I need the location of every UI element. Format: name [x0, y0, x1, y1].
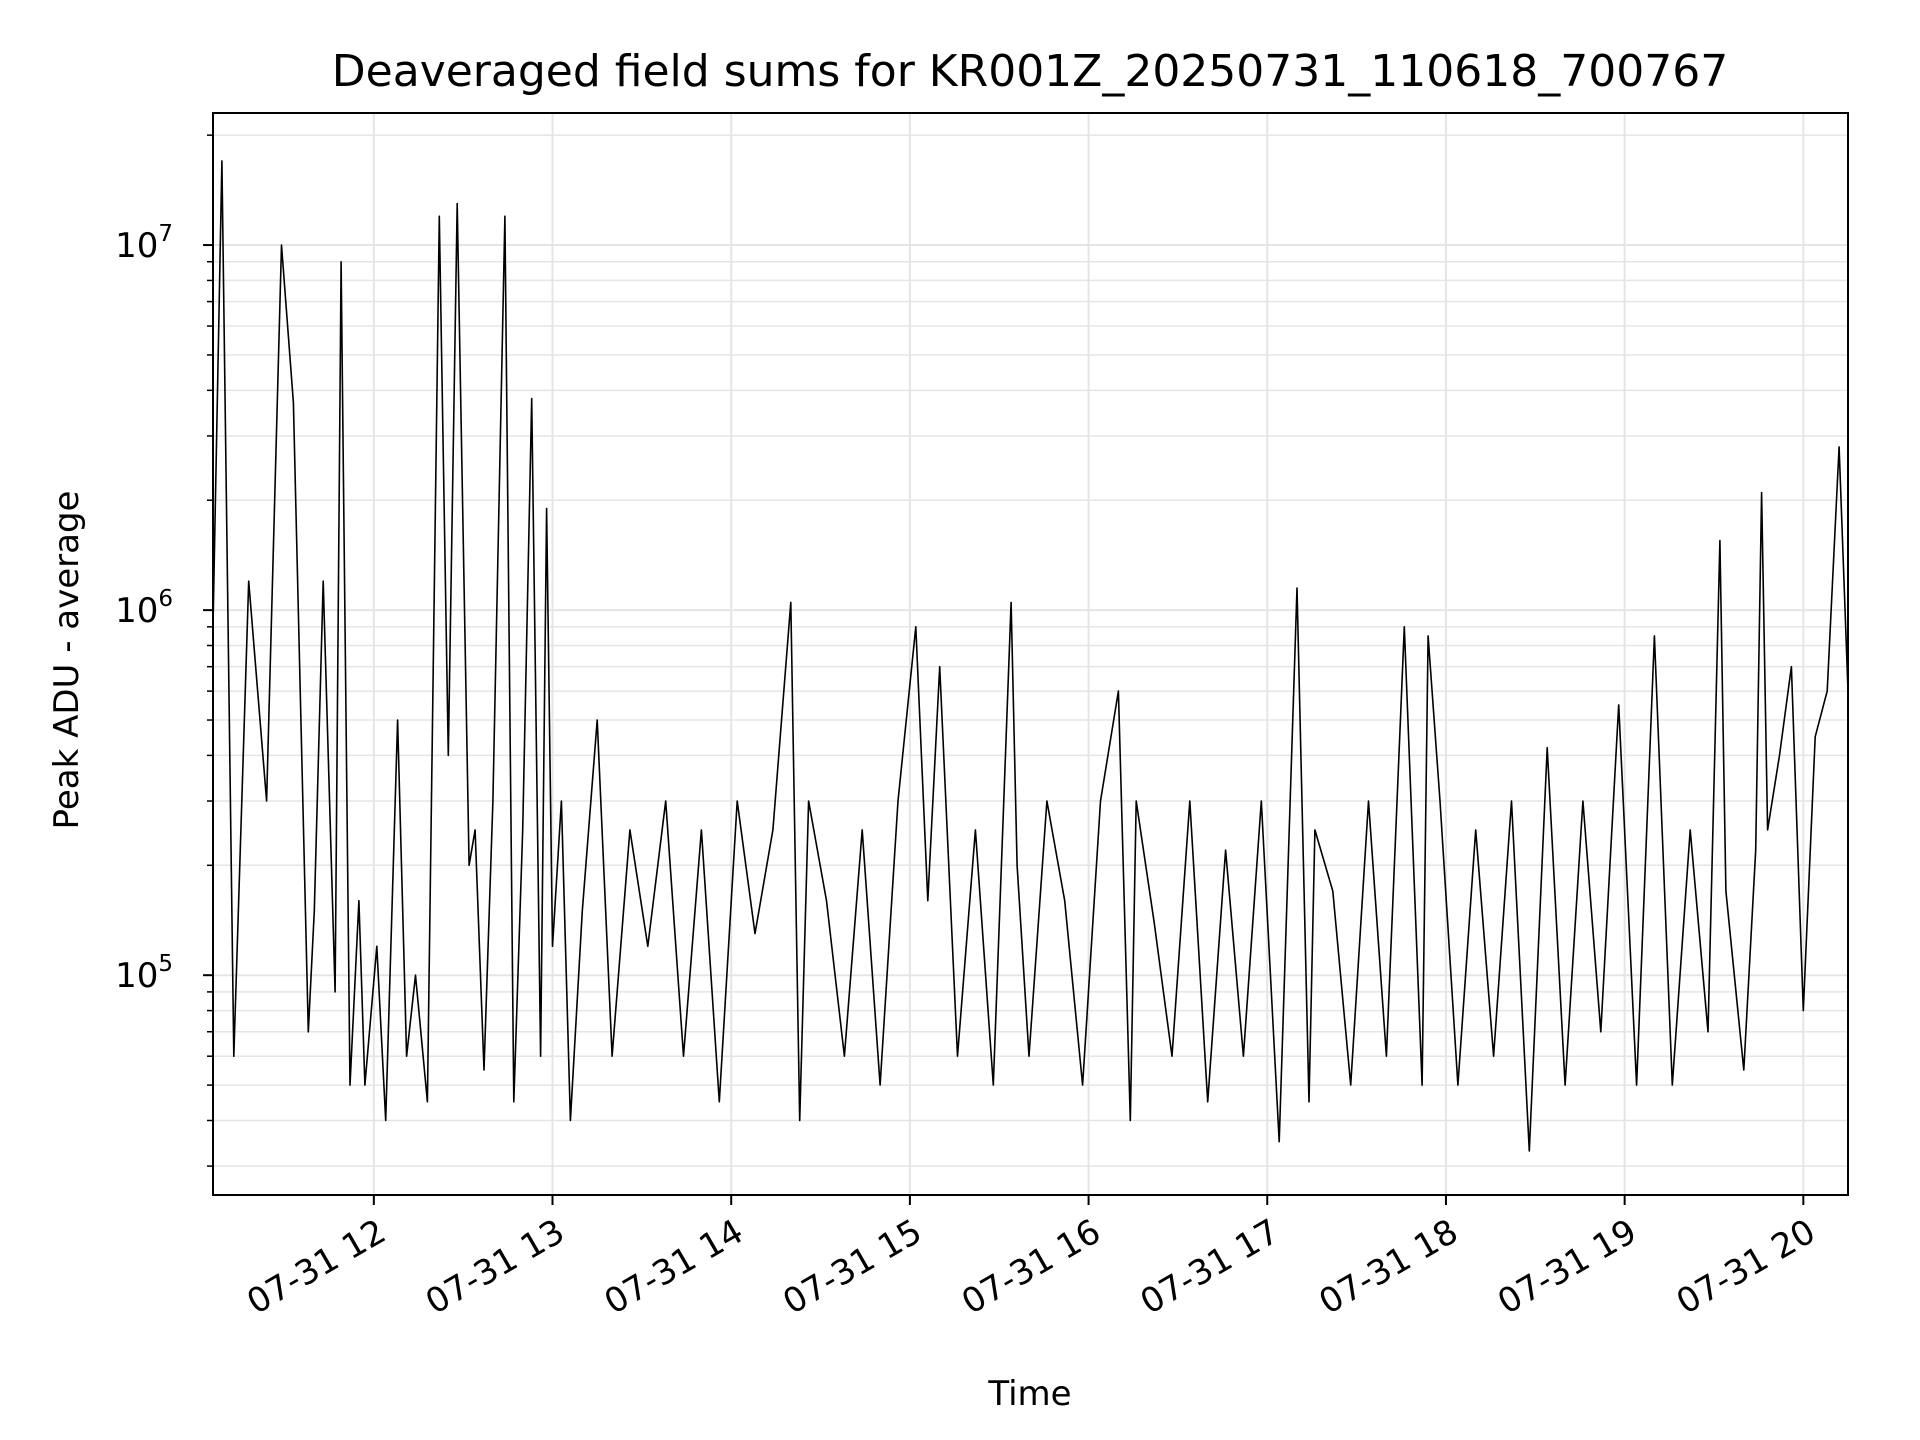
series-line — [212, 160, 1849, 1152]
y-tick-label: 106 — [115, 586, 173, 631]
y-tick-label: 105 — [115, 951, 173, 996]
series-layer — [212, 160, 1849, 1152]
y-tick-label: 107 — [115, 221, 173, 266]
grid — [213, 113, 1848, 1195]
chart-title: Deaveraged field sums for KR001Z_2025073… — [332, 46, 1728, 97]
x-axis-label: Time — [987, 1374, 1071, 1414]
y-axis-label: Peak ADU - average — [47, 491, 87, 830]
plot-frame — [212, 112, 1849, 1196]
